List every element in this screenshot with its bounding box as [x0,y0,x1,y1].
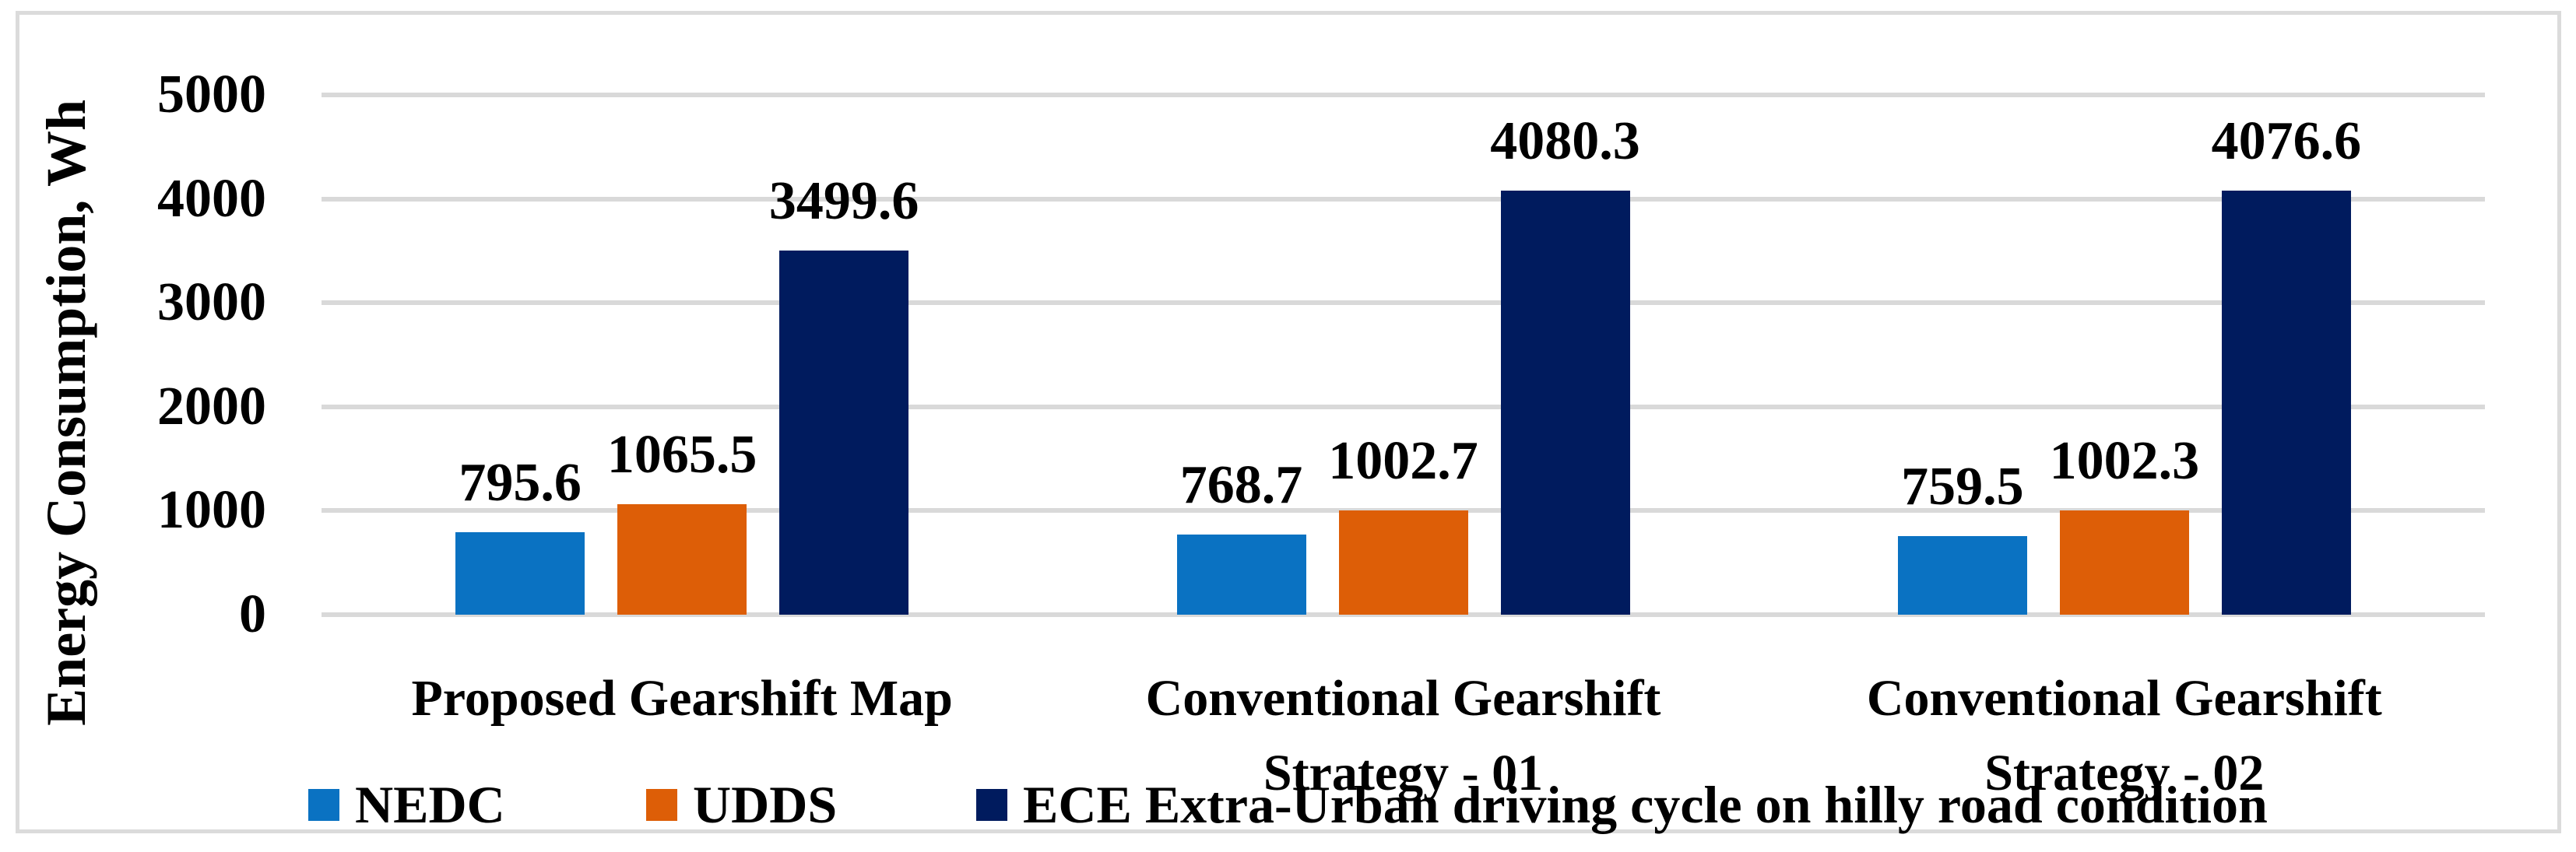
category-label-3-line2: Strategy - 02 [1984,745,2265,801]
bar-series2-category1 [617,503,747,615]
bar-series1-category3 [1897,535,2027,615]
data-label-series1-category2: 768.7 [1179,455,1303,516]
bar-series2-category2 [1338,510,1468,615]
bar-series2-category3 [2059,510,2189,615]
category-label-1: Proposed Gearshift Map [322,661,1042,736]
legend-swatch-series3 [976,788,1007,821]
data-label-series3-category3: 4076.6 [2211,111,2362,172]
legend-label-series2: UDDS [693,775,838,834]
data-label-series2-category3: 1002.3 [2049,431,2200,492]
legend-item-2: UDDS [646,775,838,834]
y-tick-label-3000: 3000 [157,272,266,333]
legend-swatch-series1 [308,788,339,821]
y-tick-label-5000: 5000 [157,65,266,124]
category-label-2-line1: Conventional Gearshift [1145,670,1661,727]
legend-item-1: NEDC [308,775,505,834]
gridline-y5000 [322,93,2485,97]
bar-series1-category1 [455,531,585,615]
plot-area: 795.6 768.7 759.5 1065.5 1002.7 1002.3 3499.6 4… [322,93,2485,617]
data-label-series2-category2: 1002.7 [1328,431,1478,492]
bar-series3-category2 [1500,190,1630,615]
legend-item-3: ECE Extra-Urban driving cycle on hilly r… [976,775,2268,834]
category-label-3-line1: Conventional Gearshift [1866,670,2382,727]
bar-series3-category1 [779,251,909,615]
legend-label-series1: NEDC [355,775,505,834]
bar-series3-category3 [2221,191,2351,615]
legend-label-series3: ECE Extra-Urban driving cycle on hilly r… [1023,775,2268,834]
y-tick-label-0: 0 [239,584,266,644]
gridline-y2000 [322,404,2485,409]
category-label-1-line1: Proposed Gearshift Map [411,670,953,727]
legend: NEDC UDDS ECE Extra-Urban driving cycle on… [0,775,2576,834]
bar-series1-category2 [1176,535,1306,615]
y-tick-label-2000: 2000 [157,376,266,437]
gridline-y4000 [322,196,2485,202]
category-label-2: Conventional Gearshift Strategy - 01 [1042,661,1763,811]
category-label-3: Conventional Gearshift Strategy - 02 [1764,661,2485,811]
category-label-2-line2: Strategy - 01 [1263,745,1544,801]
data-label-series1-category1: 795.6 [459,452,582,513]
data-label-series1-category3: 759.5 [1901,456,2024,517]
data-label-series2-category1: 1065.5 [606,424,757,485]
y-tick-label-1000: 1000 [157,480,266,541]
data-label-series3-category2: 4080.3 [1490,110,1640,171]
gridline-y0 [322,612,2485,617]
gridline-y3000 [322,300,2485,306]
legend-swatch-series2 [646,788,677,821]
data-label-series3-category1: 3499.6 [768,171,919,232]
y-tick-label-4000: 4000 [157,168,266,229]
chart-frame [16,11,2561,833]
